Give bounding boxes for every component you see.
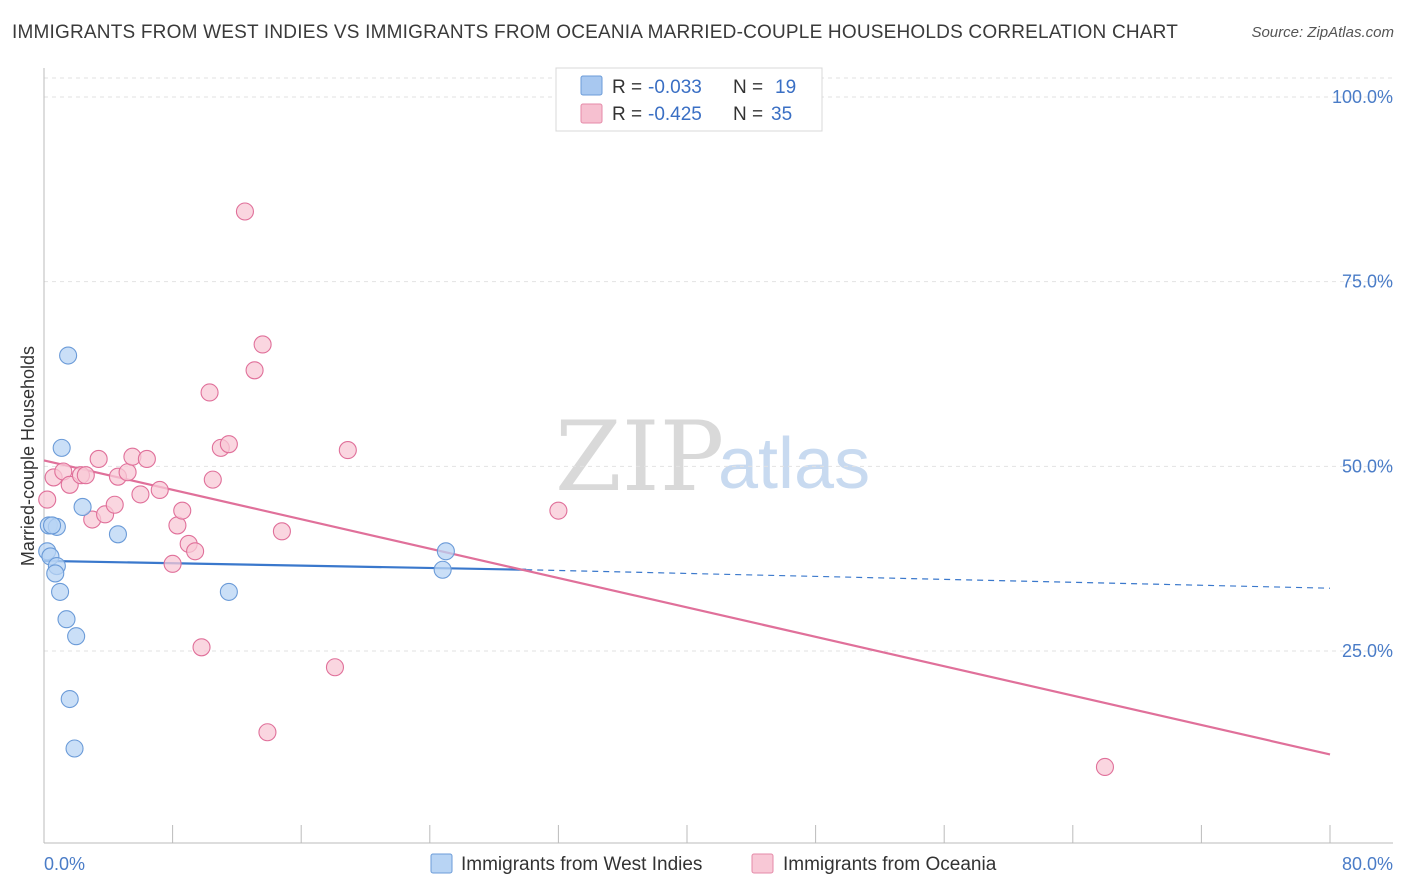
x-tick-label-min: 0.0% — [44, 854, 85, 874]
point-west-indies — [57, 610, 76, 629]
data-points — [38, 202, 1114, 777]
point-oceania — [272, 522, 291, 541]
point-oceania — [235, 202, 254, 221]
point-oceania — [549, 501, 568, 520]
point-west-indies — [46, 564, 65, 583]
legend-r-value-west-indies: -0.033 — [648, 77, 702, 98]
stats-legend: R = -0.033 N = 19 R = -0.425 N = 35 — [555, 67, 823, 132]
legend-n-value-west-indies: 19 — [775, 77, 796, 98]
point-west-indies — [108, 525, 127, 544]
point-west-indies — [51, 582, 70, 601]
point-oceania — [219, 435, 238, 454]
point-west-indies — [433, 560, 452, 579]
point-oceania — [1095, 757, 1114, 777]
point-oceania — [203, 470, 222, 489]
y-axis-label: Married-couple Households — [18, 346, 38, 566]
series-legend-swatch-oceania — [751, 853, 774, 874]
point-oceania — [245, 361, 264, 380]
point-oceania — [105, 495, 124, 514]
y-tick-label: 25.0% — [1342, 641, 1393, 661]
legend-n-label-west-indies: N = — [733, 77, 763, 98]
point-west-indies — [59, 346, 78, 365]
y-tick-labels: 25.0% 50.0% 75.0% 100.0% — [1332, 87, 1393, 661]
point-oceania — [118, 463, 137, 482]
legend-n-label-oceania: N = — [733, 104, 763, 125]
source-label: Source: ZipAtlas.com — [1251, 24, 1394, 41]
point-west-indies — [42, 516, 62, 535]
point-oceania — [186, 542, 205, 561]
series-legend-label-oceania: Immigrants from Oceania — [783, 854, 997, 875]
chart-title: IMMIGRANTS FROM WEST INDIES VS IMMIGRANT… — [12, 22, 1179, 43]
legend-swatch-west-indies — [580, 75, 603, 96]
point-oceania — [150, 480, 169, 500]
trend-line-west-indies — [43, 559, 527, 571]
point-oceania — [131, 485, 150, 504]
series-legend-label-west-indies: Immigrants from West Indies — [461, 854, 702, 875]
x-ticks — [43, 825, 1331, 843]
point-west-indies — [65, 739, 84, 758]
point-oceania — [163, 554, 182, 573]
x-tick-label-max: 80.0% — [1342, 854, 1393, 874]
watermark-zip: ZIP — [555, 401, 724, 513]
point-west-indies — [67, 627, 86, 646]
point-oceania — [325, 658, 345, 677]
point-oceania — [253, 335, 272, 354]
series-legend-swatch-west-indies — [430, 853, 453, 874]
point-west-indies — [436, 542, 455, 561]
point-oceania — [173, 501, 192, 520]
point-oceania — [38, 490, 57, 509]
point-oceania — [76, 466, 95, 485]
legend-swatch-oceania — [580, 103, 603, 124]
point-oceania — [258, 723, 277, 742]
point-oceania — [192, 638, 211, 657]
point-oceania — [137, 449, 156, 468]
axes — [43, 68, 1393, 844]
point-west-indies — [73, 497, 92, 517]
y-tick-label: 75.0% — [1342, 272, 1393, 292]
point-west-indies — [52, 438, 71, 457]
trend-line-oceania — [43, 459, 1331, 756]
watermark-atlas: atlas — [718, 424, 870, 504]
point-oceania — [338, 441, 357, 460]
legend-n-value-oceania: 35 — [771, 104, 792, 125]
point-west-indies — [219, 582, 238, 601]
legend-r-value-oceania: -0.425 — [648, 104, 702, 125]
point-oceania — [200, 383, 219, 402]
y-tick-label: 100.0% — [1332, 87, 1393, 107]
point-west-indies — [60, 689, 79, 709]
legend-r-label-oceania: R = — [612, 104, 642, 125]
trend-line-west-indies-extension — [526, 569, 1331, 589]
legend-r-label-west-indies: R = — [612, 77, 642, 98]
series-legend: Immigrants from West Indies Immigrants f… — [430, 853, 997, 875]
y-tick-label: 50.0% — [1342, 456, 1393, 476]
point-oceania — [89, 449, 108, 468]
